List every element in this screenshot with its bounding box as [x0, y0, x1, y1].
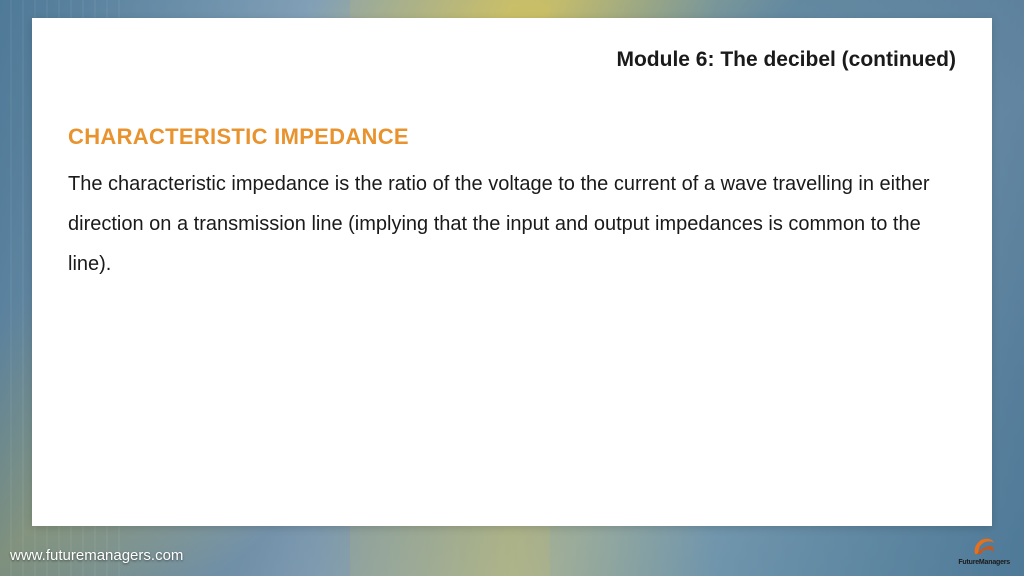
footer-url: www.futuremanagers.com [10, 547, 183, 564]
module-title: Module 6: The decibel (continued) [68, 48, 956, 72]
slide-content-card: Module 6: The decibel (continued) CHARAC… [32, 18, 992, 526]
section-heading: CHARACTERISTIC IMPEDANCE [68, 124, 956, 150]
body-paragraph: The characteristic impedance is the rati… [68, 164, 956, 284]
logo-text: FutureManagers [958, 559, 1010, 566]
brand-logo: FutureManagers [958, 536, 1010, 566]
logo-swoosh-icon [971, 536, 997, 558]
